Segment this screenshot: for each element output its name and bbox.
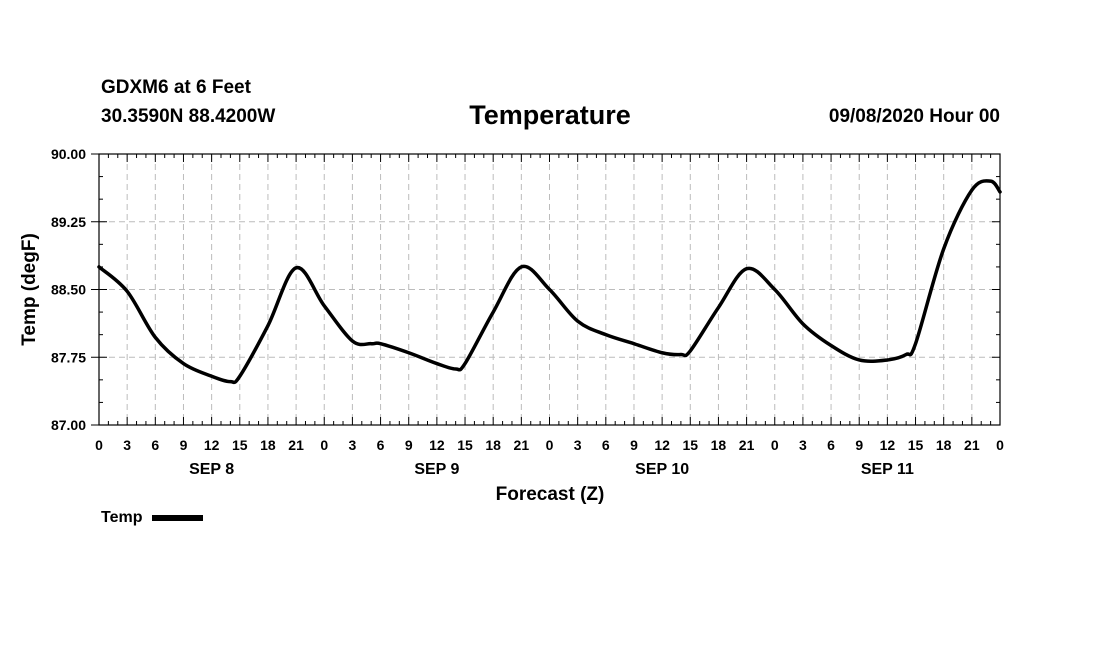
x-tick-label: 21 (739, 437, 755, 453)
y-tick-label: 87.00 (51, 417, 86, 433)
x-tick-label: 18 (936, 437, 952, 453)
x-day-label: SEP 11 (861, 461, 914, 478)
x-tick-label: 0 (320, 437, 328, 453)
x-tick-label: 3 (574, 437, 582, 453)
x-axis-label: Forecast (Z) (496, 484, 605, 505)
x-tick-label: 6 (151, 437, 159, 453)
x-tick-label: 15 (232, 437, 248, 453)
x-tick-label: 21 (964, 437, 980, 453)
x-tick-label: 18 (711, 437, 727, 453)
x-tick-label: 15 (457, 437, 473, 453)
forecast-date-label: 09/08/2020 Hour 00 (828, 106, 1000, 127)
x-tick-label: 9 (405, 437, 413, 453)
y-tick-label: 90.00 (51, 146, 86, 162)
x-tick-label: 15 (908, 437, 924, 453)
x-tick-label: 6 (602, 437, 610, 453)
x-tick-label: 0 (95, 437, 103, 453)
x-tick-label: 3 (349, 437, 357, 453)
x-tick-label: 12 (429, 437, 445, 453)
x-tick-label: 9 (180, 437, 188, 453)
x-tick-label: 12 (880, 437, 896, 453)
x-tick-label: 0 (546, 437, 554, 453)
x-tick-label: 0 (996, 437, 1004, 453)
x-tick-label: 12 (654, 437, 670, 453)
y-tick-label: 88.50 (51, 282, 86, 298)
x-tick-label: 15 (682, 437, 698, 453)
x-day-label: SEP 8 (189, 461, 234, 478)
x-tick-label: 3 (799, 437, 807, 453)
station-label: GDXM6 at 6 Feet (101, 77, 251, 98)
temp-series-line (97, 179, 1002, 385)
x-tick-label: 9 (855, 437, 863, 453)
x-tick-label: 0 (771, 437, 779, 453)
legend-line-swatch (152, 515, 204, 521)
y-axis-label: Temp (degF) (19, 233, 40, 346)
x-tick-label: 9 (630, 437, 638, 453)
legend-label: Temp (101, 509, 143, 526)
x-tick-label: 18 (260, 437, 276, 453)
x-tick-label: 3 (123, 437, 131, 453)
x-tick-label: 6 (827, 437, 835, 453)
x-tick-label: 18 (485, 437, 501, 453)
x-tick-label: 21 (514, 437, 530, 453)
plot-frame (98, 153, 1001, 426)
y-tick-label: 87.75 (51, 349, 86, 365)
x-tick-label: 21 (288, 437, 304, 453)
x-day-label: SEP 10 (635, 461, 689, 478)
x-tick-label: 6 (377, 437, 385, 453)
legend: Temp (101, 509, 204, 527)
chart-title: Temperature (469, 100, 631, 130)
x-day-label: SEP 9 (414, 461, 459, 478)
x-tick-label: 12 (204, 437, 220, 453)
coordinates-label: 30.3590N 88.4200W (101, 106, 276, 127)
y-tick-label: 89.25 (51, 214, 86, 230)
